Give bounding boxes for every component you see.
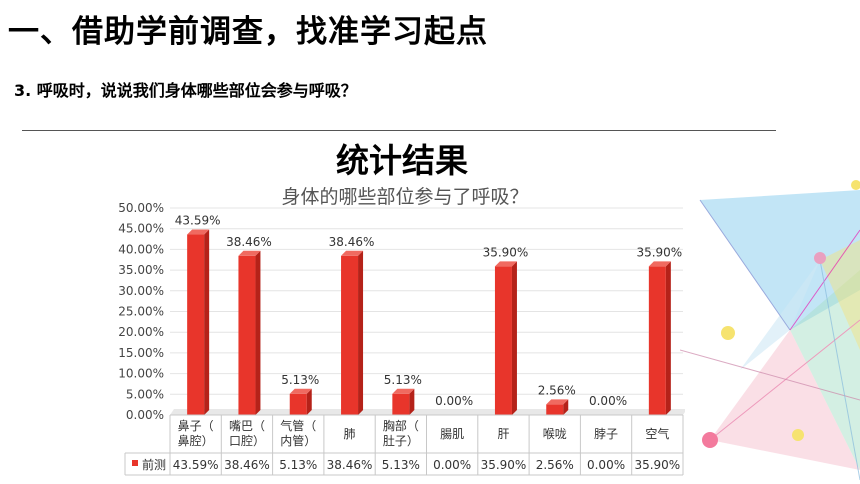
legend-swatch (132, 460, 138, 466)
bar-side (358, 250, 364, 415)
bar-front (341, 255, 359, 415)
bar-4: 5.13% (384, 373, 422, 415)
data-label: 5.13% (384, 373, 422, 387)
category-label: 肝 (497, 427, 509, 441)
bar-side (563, 399, 569, 415)
bar-top (392, 388, 415, 394)
legend-series-name: 前测 (142, 457, 166, 472)
y-tick-label: 40.00% (118, 242, 164, 256)
bar-front (187, 234, 205, 415)
bar-front (289, 393, 307, 415)
bar-top (546, 399, 569, 405)
bar-1: 38.46% (226, 235, 272, 415)
table-value: 35.90% (481, 458, 527, 472)
bar-front (392, 393, 410, 415)
bar-front (238, 255, 256, 415)
category-label: 鼻子（鼻腔） (178, 418, 214, 448)
table-value: 0.00% (433, 458, 471, 472)
table-value: 38.46% (327, 458, 373, 472)
slide-heading: 一、借助学前调查，找准学习起点 (8, 14, 488, 50)
table-value: 43.59% (173, 458, 219, 472)
data-label: 43.59% (175, 214, 221, 228)
data-label: 0.00% (589, 394, 627, 408)
category-label: 空气 (645, 426, 669, 441)
y-tick-label: 45.00% (118, 222, 164, 236)
y-tick-label: 5.00% (126, 387, 164, 401)
bar-3: 38.46% (329, 235, 375, 415)
bar-top (187, 229, 210, 235)
y-tick-label: 50.00% (118, 201, 164, 215)
bar-8: 0.00% (589, 394, 627, 408)
bar-chart: 身体的哪些部位参与了呼吸？ 0.00% 5.00% 10.00% 15.00% 20.0… (118, 186, 685, 476)
bar-side (204, 229, 210, 415)
decorative-geometry (680, 180, 860, 481)
table-value: 35.90% (634, 458, 680, 472)
bar-front (546, 404, 564, 415)
y-tick-label: 15.00% (118, 346, 164, 360)
category-label: 脖子 (594, 427, 618, 441)
survey-question: 3. 呼吸时，说说我们身体哪些部位会参与呼吸？ (14, 81, 357, 100)
bar-side (665, 261, 671, 415)
bar-9: 35.90% (636, 245, 682, 415)
bar-top (648, 261, 671, 267)
category-label: 肺 (344, 427, 356, 441)
divider-line (22, 130, 776, 131)
bar-side (409, 388, 415, 415)
data-label: 38.46% (226, 235, 272, 249)
y-tick-label: 20.00% (118, 325, 164, 339)
y-tick-label: 35.00% (118, 263, 164, 277)
bar-top (289, 388, 312, 394)
bar-top (494, 261, 517, 267)
category-label: 喉咙 (543, 427, 567, 441)
bar-7: 2.56% (538, 383, 576, 415)
data-label: 5.13% (281, 373, 319, 387)
bar-top (341, 250, 364, 256)
data-label: 2.56% (538, 383, 576, 397)
bar-front (648, 266, 666, 415)
chart-title: 身体的哪些部位参与了呼吸？ (281, 186, 528, 208)
data-label: 35.90% (636, 245, 682, 259)
category-label: 胸部（肚子） (383, 418, 419, 448)
table-value: 5.13% (279, 458, 317, 472)
bar-side (511, 261, 517, 415)
table-value: 2.56% (536, 458, 574, 472)
category-label: 腸肌 (440, 427, 464, 441)
data-label: 35.90% (483, 245, 529, 259)
data-label: 38.46% (329, 235, 375, 249)
category-label: 嘴巴（口腔） (229, 419, 265, 448)
bar-side (255, 250, 261, 415)
table-value: 5.13% (382, 458, 420, 472)
bar-0: 43.59% (175, 214, 221, 415)
y-tick-label: 30.00% (118, 284, 164, 298)
y-tick-label: 0.00% (126, 408, 164, 422)
bar-2: 5.13% (281, 373, 319, 415)
table-value: 38.46% (224, 458, 270, 472)
bar-side (306, 388, 312, 415)
data-label: 0.00% (435, 394, 473, 408)
bar-front (494, 266, 512, 415)
result-title: 统计结果 (336, 141, 468, 180)
y-tick-label: 10.00% (118, 367, 164, 381)
bar-6: 35.90% (483, 245, 529, 415)
bar-top (238, 250, 261, 256)
y-tick-label: 25.00% (118, 305, 164, 319)
table-value: 0.00% (587, 458, 625, 472)
category-label: 气管（内管） (280, 418, 316, 448)
bar-5: 0.00% (435, 394, 473, 408)
